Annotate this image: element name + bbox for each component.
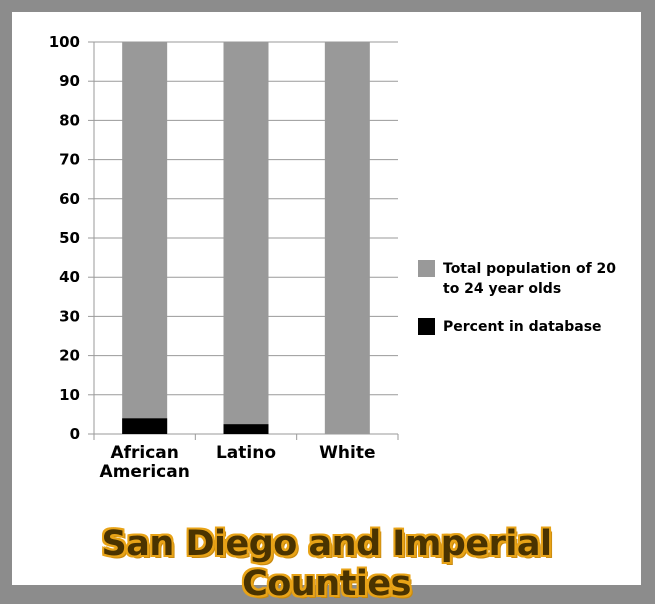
y-tick-label: 70 <box>59 151 80 169</box>
x-category-label: White <box>319 443 375 463</box>
legend-swatch <box>418 318 435 335</box>
y-tick-label: 10 <box>59 386 80 404</box>
bar-percent-in-database <box>223 424 269 434</box>
x-category-label-line: Latino <box>216 443 276 463</box>
bar-total <box>122 42 168 434</box>
y-tick-label: 30 <box>59 307 80 325</box>
chart-title: San Diego and Imperial Counties <box>101 524 552 604</box>
y-tick-label: 100 <box>49 33 80 51</box>
y-tick-label: 40 <box>59 268 80 286</box>
y-tick-label: 80 <box>59 111 80 129</box>
legend-label: Percent in database <box>443 319 602 335</box>
legend-swatch <box>418 260 435 277</box>
x-category-label-line: White <box>319 443 375 463</box>
legend-label-line: Percent in database <box>443 319 602 335</box>
bar-total <box>223 42 269 434</box>
y-tick-label: 60 <box>59 190 80 208</box>
y-tick-label: 90 <box>59 72 80 90</box>
y-tick-label: 20 <box>59 347 80 365</box>
x-category-label: Latino <box>216 443 276 463</box>
y-tick-label: 0 <box>70 425 80 443</box>
y-tick-label: 50 <box>59 229 80 247</box>
legend-label: Total population of 20 to 24 year olds <box>443 261 616 297</box>
bar-percent-in-database <box>122 418 168 434</box>
chart-panel: 0 10 20 30 40 50 60 70 80 90 100 African American Lat… <box>12 12 641 604</box>
legend-label-line: to 24 year olds <box>443 281 561 297</box>
x-category-label-line: African <box>110 443 178 463</box>
bar-total <box>324 42 370 434</box>
x-category-label-line: American <box>100 462 190 482</box>
bar-chart: 0 10 20 30 40 50 60 70 80 90 100 African American Lat… <box>49 33 617 482</box>
legend-label-line: Total population of 20 <box>443 261 616 277</box>
x-category-label: African American <box>100 443 190 482</box>
